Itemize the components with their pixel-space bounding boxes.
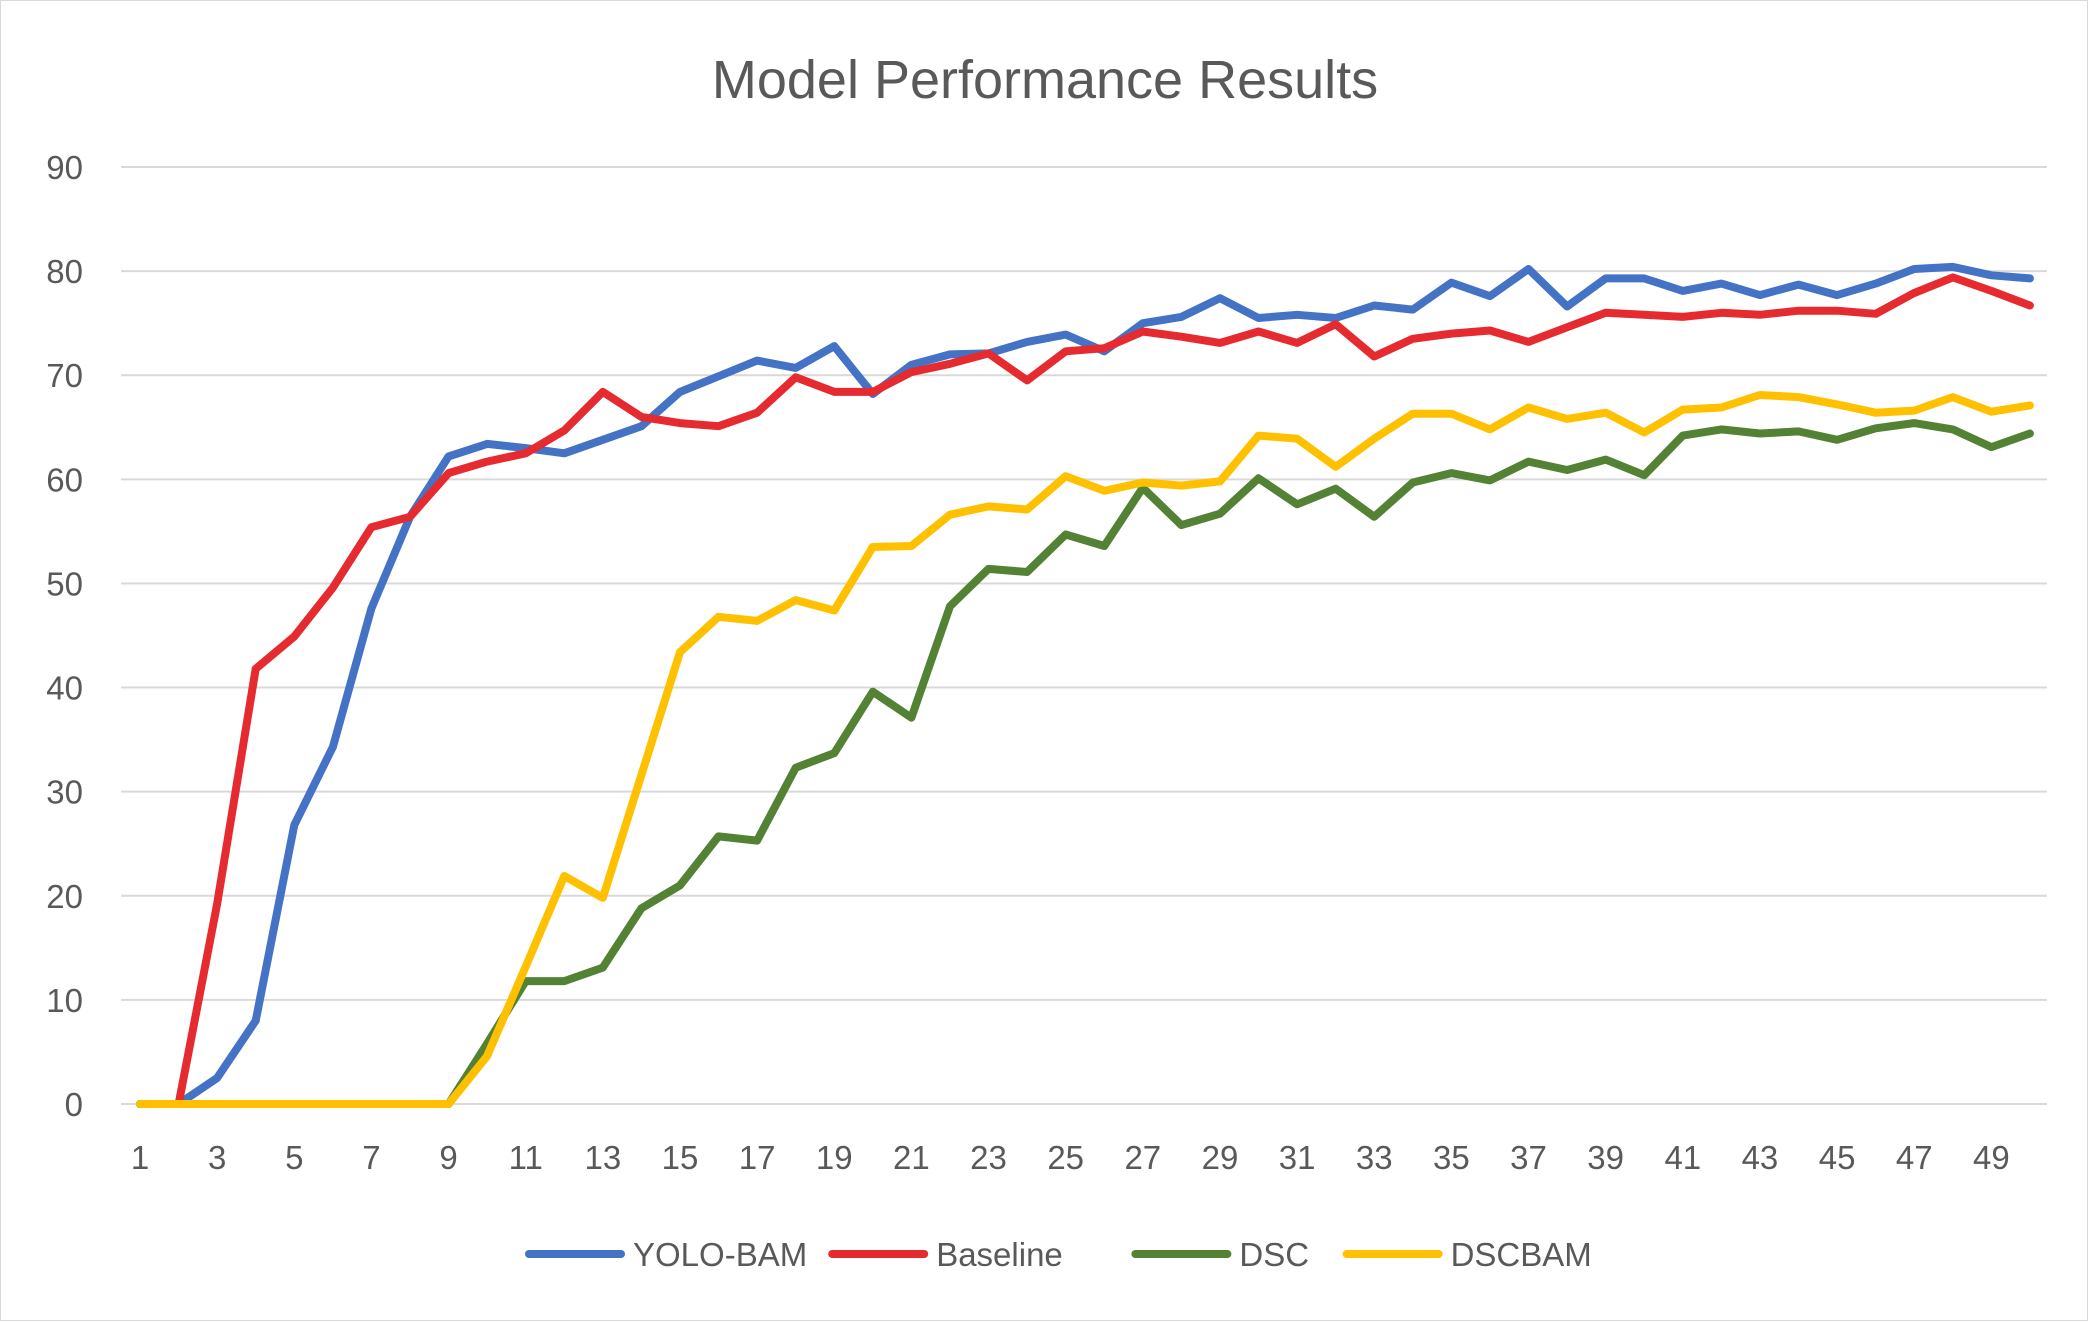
legend-label-yolo-bam: YOLO-BAM (633, 1236, 807, 1273)
x-tick-label: 9 (439, 1139, 457, 1176)
x-tick-label: 5 (285, 1139, 303, 1176)
x-tick-label: 15 (662, 1139, 699, 1176)
legend-label-dscbam: DSCBAM (1451, 1236, 1592, 1273)
x-tick-label: 17 (739, 1139, 776, 1176)
series-line-baseline (136, 273, 2034, 1108)
x-tick-label: 49 (1973, 1139, 2010, 1176)
x-tick-label: 37 (1510, 1139, 1547, 1176)
x-tick-label: 47 (1896, 1139, 1933, 1176)
x-tick-label: 35 (1433, 1139, 1470, 1176)
y-tick-label: 60 (46, 461, 83, 498)
chart-title: Model Performance Results (712, 50, 1378, 110)
x-tick-label: 13 (584, 1139, 621, 1176)
x-tick-label: 45 (1819, 1139, 1856, 1176)
x-tick-label: 11 (509, 1139, 543, 1176)
legend: YOLO-BAM Baseline DSC DSCBAM (525, 1236, 1592, 1273)
x-tick-label: 43 (1742, 1139, 1779, 1176)
x-tick-label: 31 (1279, 1139, 1316, 1176)
y-tick-label: 10 (46, 982, 83, 1019)
series-line-dscbam (136, 391, 2034, 1108)
y-tick-label: 20 (46, 878, 83, 915)
series-line-yolo-bam (136, 262, 2034, 1108)
y-tick-label: 80 (46, 253, 83, 290)
x-tick-label: 23 (970, 1139, 1007, 1176)
x-tick-label: 29 (1202, 1139, 1239, 1176)
legend-label-baseline: Baseline (936, 1236, 1063, 1273)
x-axis-ticks: 1 3 5 7 9 11 13 15 17 19 21 23 25 27 29 31 33 35 37 39 41 43 4… (131, 1139, 2010, 1176)
y-tick-label: 50 (46, 565, 83, 602)
x-tick-label: 19 (816, 1139, 853, 1176)
x-tick-label: 33 (1356, 1139, 1393, 1176)
y-axis-ticks: 0 10 20 30 40 50 60 70 80 90 (46, 149, 83, 1123)
y-tick-label: 70 (46, 357, 83, 394)
series-line-dsc (136, 419, 2034, 1108)
x-tick-label: 41 (1664, 1139, 1701, 1176)
gridlines (121, 166, 2047, 1105)
x-tick-label: 1 (131, 1139, 149, 1176)
x-tick-label: 21 (893, 1139, 930, 1176)
y-tick-label: 0 (65, 1086, 83, 1123)
y-tick-label: 30 (46, 774, 83, 811)
x-tick-label: 27 (1124, 1139, 1161, 1176)
x-tick-label: 3 (208, 1139, 226, 1176)
x-tick-label: 25 (1047, 1139, 1084, 1176)
series-lines (136, 262, 2034, 1108)
x-tick-label: 7 (362, 1139, 380, 1176)
x-tick-label: 39 (1587, 1139, 1624, 1176)
legend-label-dsc: DSC (1239, 1236, 1309, 1273)
y-tick-label: 90 (46, 149, 83, 186)
y-tick-label: 40 (46, 670, 83, 707)
